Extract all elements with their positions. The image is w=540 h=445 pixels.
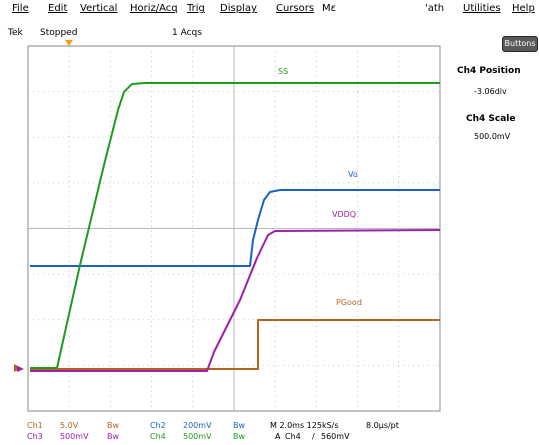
trigger-position-marker [65, 40, 73, 46]
ch4-position-value[interactable]: -3.06div [474, 87, 507, 96]
menu-help[interactable]: Help [512, 3, 535, 14]
menu-trig[interactable]: Trig [187, 3, 205, 14]
ch4-scale-value[interactable]: 500.0mV [474, 132, 511, 141]
menu-cursors[interactable]: Cursors [276, 3, 315, 14]
ch2-label[interactable]: Ch2 [150, 421, 166, 430]
trigger-level[interactable]: 560mV [321, 432, 350, 441]
menu-display[interactable]: Display [220, 3, 257, 14]
menu-bar: File Edit Vertical Horiz/Acq Trig Displa… [0, 0, 540, 18]
buttons-toggle[interactable]: Buttons [502, 36, 538, 52]
ch2-scale: 200mV [183, 421, 212, 430]
menu-vertical[interactable]: Vertical [80, 3, 118, 14]
waveform-traces [30, 82, 441, 372]
ch3-bw: Bw [107, 432, 120, 441]
vo-label: Vo [348, 170, 358, 179]
ch4-position-title: Ch4 Position [457, 66, 521, 76]
trigger-prefix: A [275, 432, 281, 441]
ch4-scale-title: Ch4 Scale [466, 114, 516, 124]
ch4-bw: Bw [233, 432, 246, 441]
resolution-readout: 8.0µs/pt [366, 421, 399, 430]
ch1-label[interactable]: Ch1 [27, 421, 43, 430]
timebase-readout[interactable]: M 2.0ms 125kS/s [270, 421, 339, 430]
menu-file[interactable]: File [12, 3, 29, 14]
trigger-slope-icon: / [312, 432, 315, 441]
vddq-label: VDDQ [332, 210, 356, 219]
ch3-scale: 500mV [60, 432, 89, 441]
ch1-bw: Bw [107, 421, 120, 430]
pgood-label: PGood [336, 298, 362, 307]
menu-math[interactable]: 'ath [425, 3, 445, 14]
trigger-source[interactable]: Ch4 [285, 432, 301, 441]
ch3-ground-marker [17, 366, 24, 372]
menu-measure[interactable]: Mε [322, 3, 337, 14]
ch2-bw: Bw [233, 421, 246, 430]
menu-edit[interactable]: Edit [48, 3, 68, 14]
ch1-trace [30, 82, 440, 369]
ch1-scale: 5.0V [60, 421, 79, 430]
run-state: Stopped [40, 28, 78, 38]
brand-label: Tek [8, 28, 23, 38]
ch3-label[interactable]: Ch3 [27, 432, 43, 441]
acquisition-count: 1 Acqs [172, 28, 202, 38]
ch4-trace [30, 319, 440, 370]
ch4-scale: 500mV [183, 432, 212, 441]
ss-label: SS [278, 67, 288, 76]
menu-utilities[interactable]: Utilities [463, 3, 501, 14]
menu-horiz-acq[interactable]: Horiz/Acq [130, 3, 178, 14]
ch2-trace [30, 189, 440, 267]
ch3-trace [30, 229, 441, 372]
ch4-label[interactable]: Ch4 [150, 432, 166, 441]
graticule-grid [28, 46, 440, 411]
